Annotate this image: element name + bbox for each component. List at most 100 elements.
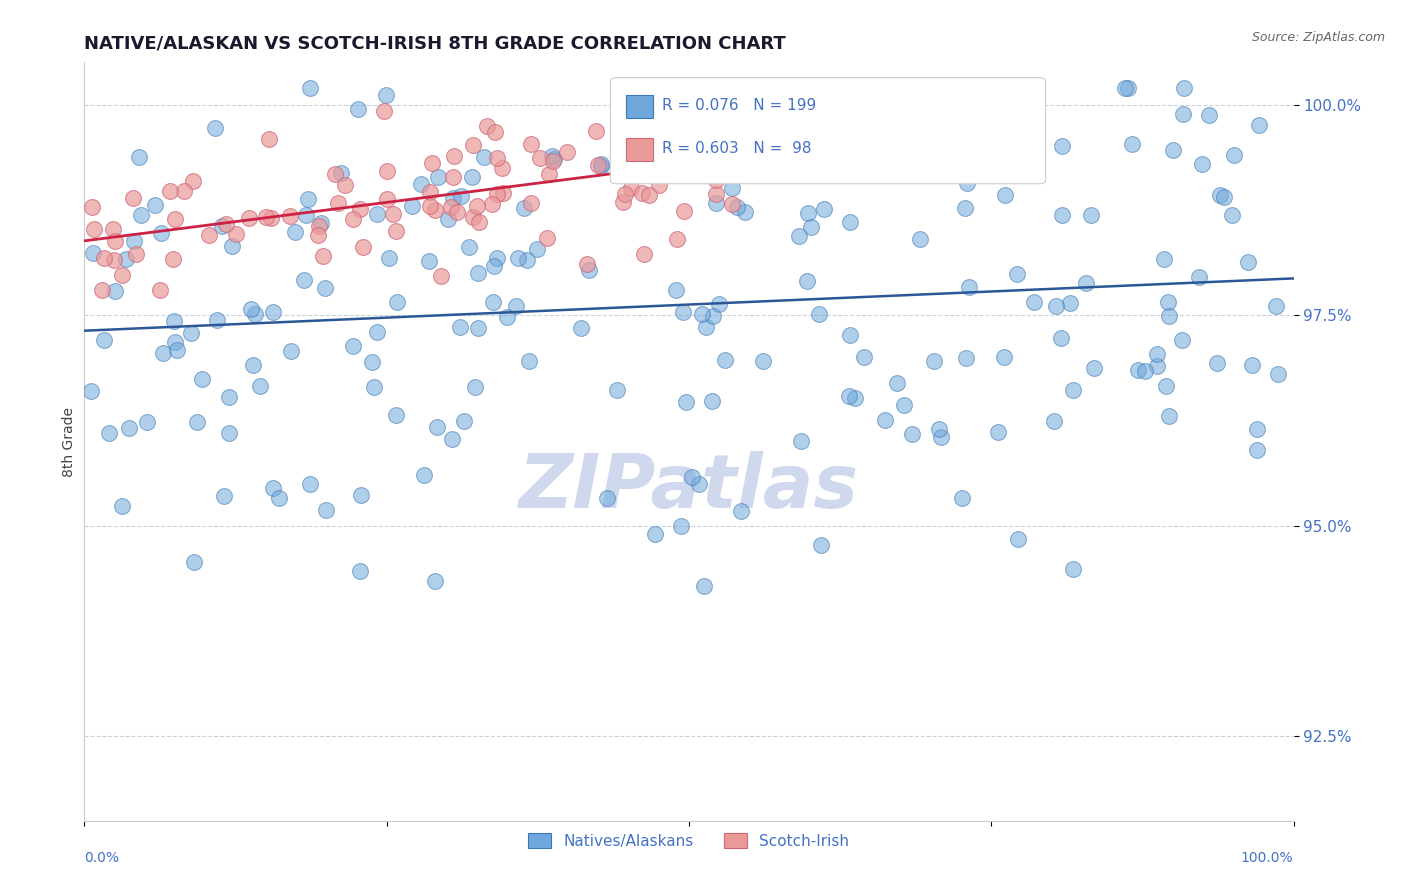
Point xyxy=(425,420,447,434)
Point xyxy=(675,395,697,409)
Point xyxy=(111,499,134,513)
Point xyxy=(1146,359,1168,374)
Point xyxy=(875,412,897,426)
Point xyxy=(529,152,551,166)
Point xyxy=(93,251,115,265)
Point xyxy=(82,200,104,214)
Point xyxy=(103,234,125,248)
Point xyxy=(787,229,810,244)
Point xyxy=(595,491,617,505)
Point xyxy=(323,168,346,182)
Point xyxy=(717,145,740,159)
Point xyxy=(807,307,830,321)
Point xyxy=(695,319,717,334)
Point xyxy=(589,157,612,171)
Point xyxy=(308,219,330,233)
Point xyxy=(461,169,484,184)
Point xyxy=(1240,358,1263,372)
Point xyxy=(381,207,404,221)
Point xyxy=(839,327,862,342)
Point xyxy=(425,202,447,217)
Point xyxy=(950,491,973,505)
Bar xyxy=(626,95,652,118)
Point xyxy=(330,165,353,179)
Point xyxy=(366,207,388,221)
Point xyxy=(1114,80,1136,95)
Point xyxy=(730,142,752,156)
Point xyxy=(349,202,371,217)
Point xyxy=(1173,80,1195,95)
Point xyxy=(214,489,236,503)
Point xyxy=(1050,139,1073,153)
Point xyxy=(401,199,423,213)
Legend: Natives/Alaskans, Scotch-Irish: Natives/Alaskans, Scotch-Irish xyxy=(522,827,856,855)
Point xyxy=(505,298,527,312)
Point xyxy=(118,420,141,434)
Point xyxy=(924,354,946,368)
Point xyxy=(543,152,565,166)
Point xyxy=(420,156,443,170)
Point xyxy=(671,519,693,533)
Point xyxy=(485,187,508,202)
Point xyxy=(191,372,214,386)
Point xyxy=(928,422,950,436)
Point xyxy=(725,200,748,214)
Point xyxy=(243,307,266,321)
Point xyxy=(1246,421,1268,435)
Point xyxy=(657,167,679,181)
Point xyxy=(218,390,240,404)
Point xyxy=(789,434,811,449)
Point xyxy=(838,214,860,228)
Point xyxy=(752,354,775,368)
Text: 0.0%: 0.0% xyxy=(84,851,120,865)
Point xyxy=(80,384,103,399)
Point xyxy=(1223,148,1246,162)
Point xyxy=(423,574,446,589)
Point xyxy=(461,138,484,153)
Point xyxy=(457,240,479,254)
Point xyxy=(1198,107,1220,121)
Point xyxy=(278,209,301,223)
Point xyxy=(162,252,184,266)
Point xyxy=(1049,331,1071,345)
Point xyxy=(335,178,357,192)
Point xyxy=(744,116,766,130)
Point xyxy=(614,187,637,202)
Point xyxy=(585,124,607,138)
Point xyxy=(465,199,488,213)
Point xyxy=(679,118,702,132)
Point xyxy=(1209,187,1232,202)
Point xyxy=(166,343,188,357)
Point xyxy=(349,564,371,578)
Point xyxy=(1050,208,1073,222)
Point xyxy=(297,192,319,206)
Point xyxy=(211,219,233,233)
Point xyxy=(1146,346,1168,360)
Point xyxy=(541,154,564,169)
Point xyxy=(239,302,262,317)
Point xyxy=(1062,383,1084,397)
Point xyxy=(430,268,453,283)
Point xyxy=(314,281,336,295)
Point xyxy=(721,180,744,194)
Point xyxy=(893,398,915,412)
Point xyxy=(578,263,600,277)
Point xyxy=(254,210,277,224)
Point xyxy=(115,252,138,266)
Point xyxy=(690,307,713,321)
Point xyxy=(366,325,388,339)
Point xyxy=(125,247,148,261)
Point xyxy=(1005,111,1028,125)
Point xyxy=(993,350,1015,364)
Point xyxy=(163,334,186,349)
Point xyxy=(311,249,333,263)
Point xyxy=(900,426,922,441)
Point xyxy=(101,222,124,236)
Point xyxy=(555,145,578,160)
Point xyxy=(204,120,226,135)
Point xyxy=(1126,362,1149,376)
Point xyxy=(453,414,475,428)
Point xyxy=(707,161,730,176)
Point xyxy=(735,134,758,148)
Point xyxy=(280,344,302,359)
